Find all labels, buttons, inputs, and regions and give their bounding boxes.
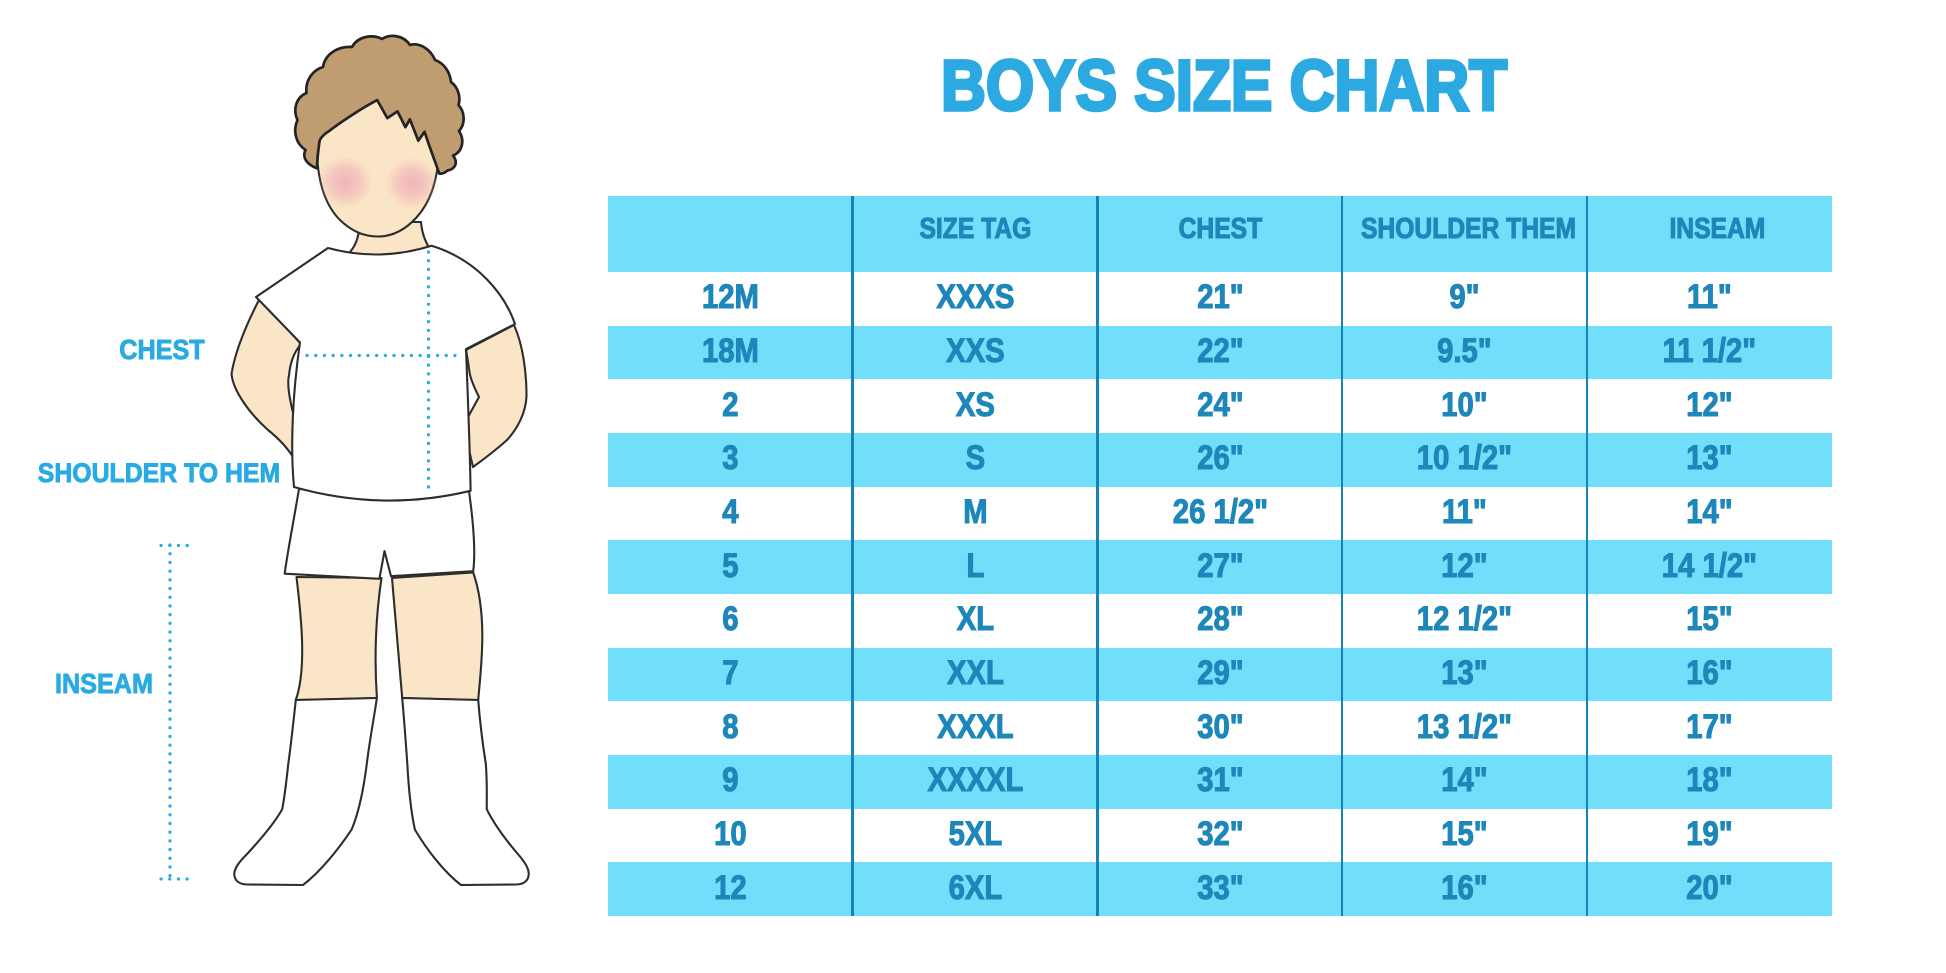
svg-text:SHOULDER TO HEM: SHOULDER TO HEM bbox=[38, 459, 280, 488]
svg-text:CHEST: CHEST bbox=[119, 334, 204, 366]
svg-text:INSEAM: INSEAM bbox=[55, 668, 153, 700]
